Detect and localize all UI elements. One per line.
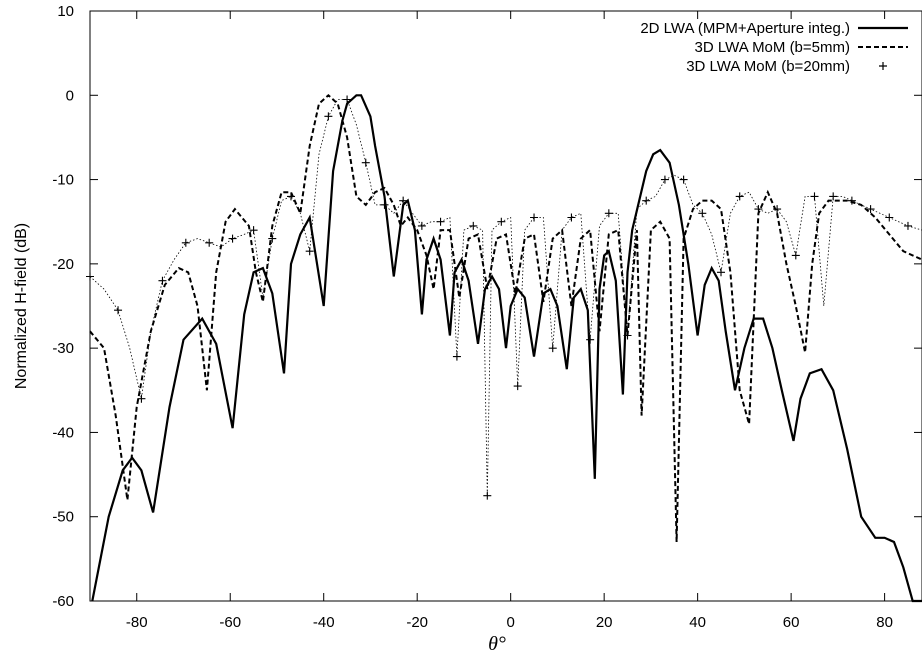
x-tick-label: 0	[507, 614, 515, 631]
x-tick-label: 60	[783, 614, 800, 631]
series-line-0	[91, 94, 922, 603]
point-marker	[791, 251, 800, 260]
point-marker	[361, 158, 370, 167]
point-marker	[228, 234, 237, 243]
point-marker	[137, 394, 146, 403]
point-marker	[567, 213, 576, 222]
y-tick-label: 0	[66, 87, 74, 104]
point-marker	[249, 226, 258, 235]
point-marker	[548, 344, 557, 353]
y-tick-label: 10	[57, 3, 74, 20]
point-marker	[586, 335, 595, 344]
point-marker	[530, 213, 539, 222]
tick-labels: -80 -60 -40 -20 0 20 40 60 80100-10-20-30-40-50-…	[52, 3, 893, 631]
point-marker	[604, 209, 613, 218]
y-tick-label: -50	[52, 509, 74, 526]
y-tick-label: -60	[52, 593, 74, 610]
x-axis-title: θ°	[488, 633, 506, 655]
point-marker	[735, 192, 744, 201]
point-marker	[847, 196, 856, 205]
y-tick-label: -40	[52, 424, 74, 441]
point-marker	[181, 238, 190, 247]
point-marker	[866, 205, 875, 214]
legend: 2D LWA (MPM+Aperture integ.) 3D LWA MoM …	[640, 20, 908, 75]
point-marker	[343, 95, 352, 104]
point-marker	[380, 200, 389, 209]
x-tick-label: 40	[689, 614, 706, 631]
point-marker	[483, 491, 492, 500]
axis-ticks	[90, 10, 922, 602]
x-tick-label: -40	[313, 614, 335, 631]
series-layer	[86, 93, 922, 603]
point-marker	[513, 382, 522, 391]
point-marker	[324, 112, 333, 121]
legend-swatch-points	[879, 62, 887, 70]
plot-frame	[89, 10, 922, 602]
point-marker	[754, 205, 763, 214]
series-line-1	[89, 93, 922, 543]
y-tick-label: -10	[52, 172, 74, 189]
point-marker	[698, 209, 707, 218]
point-marker	[158, 276, 167, 285]
point-marker	[286, 192, 295, 201]
point-marker	[642, 196, 651, 205]
point-marker	[773, 205, 782, 214]
point-marker	[417, 221, 426, 230]
point-marker	[829, 192, 838, 201]
y-axis-title: Normalized H-field (dB)	[13, 223, 30, 389]
x-tick-label: 80	[876, 614, 893, 631]
legend-label-points: 3D LWA MoM (b=20mm)	[686, 58, 850, 75]
legend-label-solid: 2D LWA (MPM+Aperture integ.)	[640, 20, 850, 37]
point-marker	[717, 268, 726, 277]
point-marker	[452, 352, 461, 361]
y-tick-label: -20	[52, 256, 74, 273]
x-tick-label: -80	[126, 614, 148, 631]
point-marker	[205, 238, 214, 247]
x-tick-label: 20	[596, 614, 613, 631]
point-marker	[660, 175, 669, 184]
legend-label-dashed: 3D LWA MoM (b=5mm)	[695, 39, 850, 56]
point-marker	[623, 331, 632, 340]
series-line-2	[89, 99, 922, 496]
point-marker	[305, 247, 314, 256]
y-tick-label: -30	[52, 340, 74, 357]
point-marker	[903, 221, 912, 230]
point-marker	[268, 234, 277, 243]
point-marker	[469, 221, 478, 230]
point-marker	[436, 217, 445, 226]
x-tick-label: -20	[406, 614, 428, 631]
x-tick-label: -60	[219, 614, 241, 631]
point-marker	[885, 213, 894, 222]
point-marker	[810, 192, 819, 201]
point-marker	[114, 306, 123, 315]
point-marker	[497, 217, 506, 226]
point-marker	[399, 196, 408, 205]
point-marker	[679, 175, 688, 184]
point-marker	[86, 272, 94, 281]
